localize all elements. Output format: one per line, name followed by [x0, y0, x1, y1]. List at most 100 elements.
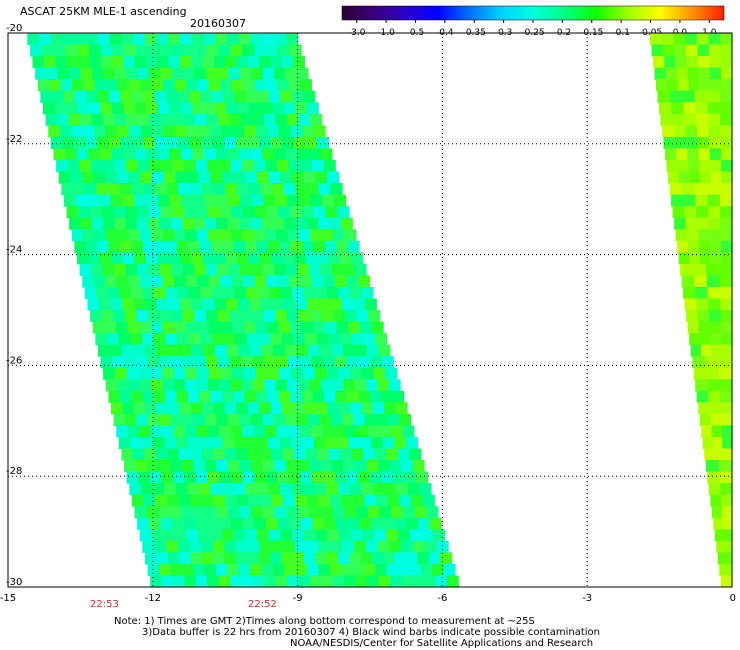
- swath-cell: [356, 506, 369, 519]
- swath-cell: [203, 102, 216, 115]
- swath-cell: [111, 148, 124, 161]
- swath-cell: [324, 517, 337, 530]
- y-axis: -20 -22 -24 -26 -28 -30: [6, 23, 22, 588]
- swath-cell: [310, 310, 323, 323]
- swath-cell: [341, 298, 354, 311]
- swath-cell: [188, 333, 201, 346]
- swath-cell: [341, 217, 353, 230]
- swath-cell: [174, 275, 187, 288]
- swath-cell: [319, 344, 333, 357]
- swath-cell: [138, 367, 151, 380]
- swath-cell: [722, 437, 733, 450]
- swath-cell: [689, 252, 701, 265]
- swath-cell: [336, 437, 349, 450]
- swath-cell: [210, 483, 223, 496]
- swath-cell: [352, 563, 365, 576]
- swath-cell: [261, 217, 274, 230]
- swath-cell: [276, 425, 289, 438]
- swath-cell: [298, 229, 311, 242]
- swath-cell: [144, 33, 158, 46]
- swath-cell: [134, 56, 147, 69]
- swath-cell: [184, 160, 197, 173]
- swath-cell: [160, 517, 173, 530]
- swath-cell: [710, 171, 722, 184]
- swath-cell: [163, 171, 176, 184]
- swath-cell: [392, 471, 405, 484]
- swath-cell: [276, 229, 289, 242]
- swath-cell: [186, 125, 199, 138]
- swath-cell: [709, 402, 722, 415]
- swath-cell: [296, 413, 309, 426]
- swath-cell: [119, 240, 132, 253]
- swath-cell: [130, 286, 143, 299]
- swath-cell: [125, 217, 138, 230]
- swath-cell: [156, 448, 169, 461]
- swath-cell: [289, 44, 302, 57]
- swath-cell: [152, 171, 165, 184]
- swath-cell: [381, 471, 394, 484]
- swath-cell: [288, 160, 301, 173]
- swath-cell: [301, 125, 314, 138]
- swath-cell: [216, 413, 229, 426]
- swath-cell: [409, 563, 422, 576]
- swath-cell: [344, 575, 357, 588]
- swath-cell: [167, 552, 180, 565]
- swath-cell: [356, 425, 369, 438]
- swath-cell: [250, 148, 263, 161]
- swath-cell: [709, 229, 722, 242]
- swath-cell: [707, 102, 721, 115]
- swath-cell: [37, 79, 50, 92]
- swath-cell: [335, 390, 348, 403]
- swath-cell: [188, 240, 201, 253]
- swath-cell: [685, 33, 698, 46]
- swath-cell: [224, 402, 237, 415]
- swath-cell: [74, 33, 87, 46]
- swath-cell: [105, 125, 118, 138]
- swath-cell: [248, 252, 261, 265]
- swath-cell: [193, 217, 206, 230]
- swath-cell: [171, 44, 184, 57]
- swath-cell: [719, 90, 733, 103]
- swath-cell: [368, 425, 381, 438]
- swath-cell: [720, 206, 733, 219]
- swath-cell: [446, 575, 459, 588]
- swath-cell: [662, 125, 675, 138]
- swath-cell: [193, 460, 206, 473]
- swath-cell: [264, 229, 277, 242]
- swath-cell: [199, 437, 212, 450]
- swath-cell: [383, 552, 396, 565]
- swath-cell: [121, 33, 134, 46]
- swath-cell: [372, 402, 385, 415]
- swath-cell: [307, 217, 319, 230]
- swath-cell: [197, 367, 210, 380]
- swath-cell: [217, 310, 230, 323]
- swath-cell: [419, 483, 432, 496]
- swath-cell: [379, 425, 392, 438]
- swath-cell: [173, 425, 186, 438]
- swath-cell: [226, 344, 239, 357]
- swath-cell: [226, 298, 239, 311]
- swath-cell: [720, 148, 733, 161]
- swath-cell: [257, 171, 270, 184]
- swath-cell: [343, 263, 356, 276]
- swath-cell: [718, 356, 733, 369]
- swath-cell: [77, 44, 90, 57]
- swath-cell: [259, 56, 271, 69]
- swath-cell: [669, 183, 683, 196]
- swath-cell: [227, 33, 240, 46]
- swath-cell: [326, 483, 339, 496]
- swath-cell: [211, 240, 224, 253]
- swath-cell: [213, 402, 226, 415]
- swath-cell: [295, 540, 308, 553]
- swath-cell: [164, 437, 177, 450]
- swath-cell: [719, 263, 733, 276]
- swath-cell: [72, 79, 84, 92]
- swath-cell: [195, 575, 208, 588]
- swath-cell: [139, 229, 152, 242]
- swath-cell: [269, 552, 282, 565]
- swath-cell: [95, 333, 108, 346]
- swath-cell: [316, 333, 329, 346]
- swath-cell: [111, 252, 124, 265]
- swath-cell: [168, 252, 181, 265]
- swath-cell: [244, 390, 257, 403]
